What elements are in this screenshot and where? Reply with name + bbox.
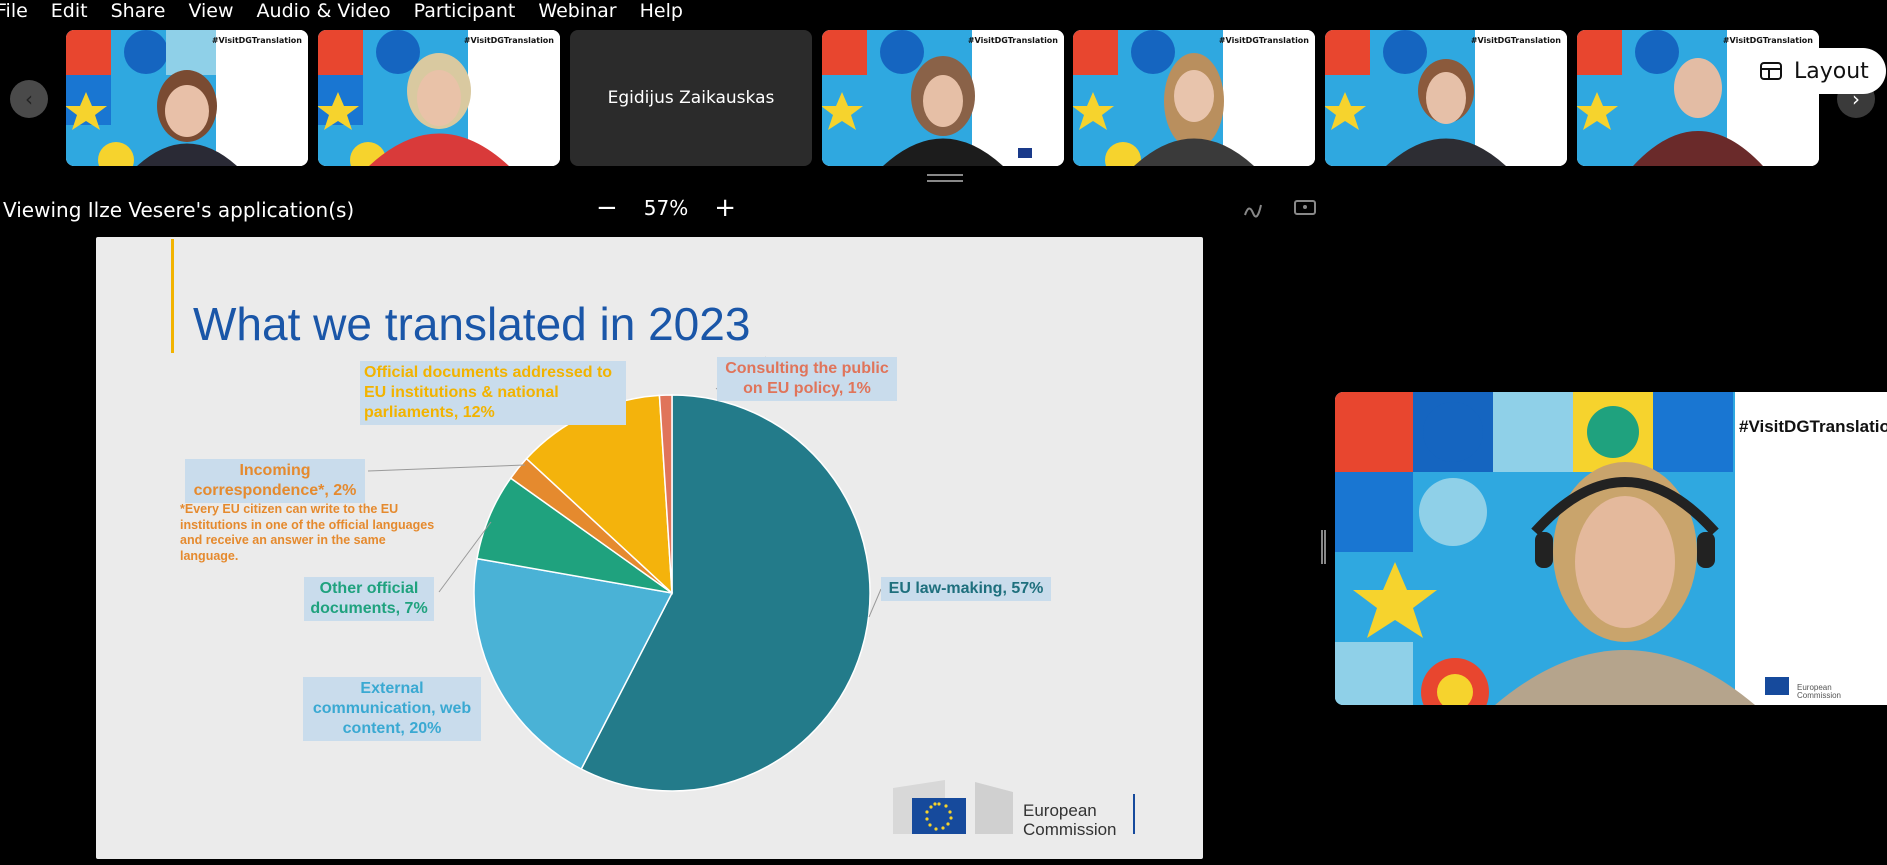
menu-edit[interactable]: Edit xyxy=(50,0,88,22)
participant-tile[interactable]: #VisitDGTranslation xyxy=(1325,30,1567,166)
participant-tile[interactable]: #VisitDGTranslation xyxy=(66,30,308,166)
viewing-status: Viewing Ilze Vesere's application(s) xyxy=(3,198,355,222)
slide-title: What we translated in 2023 xyxy=(193,298,751,350)
participant-tile[interactable]: #VisitDGTranslation xyxy=(1073,30,1315,166)
european-commission-logo: 10 xyxy=(893,780,1135,835)
ec-logo-text-line1: European xyxy=(1023,801,1097,820)
participant-tile[interactable]: #VisitDGTranslation xyxy=(318,30,560,166)
zoom-in-button[interactable]: + xyxy=(714,193,737,223)
participant-video-icon xyxy=(369,53,509,166)
zoom-level: 57% xyxy=(643,196,689,220)
pie-chart xyxy=(367,356,882,792)
remote-control-icon[interactable] xyxy=(1293,198,1317,220)
title-accent-bar xyxy=(171,239,174,353)
speaker-logo-text-line2: Commission xyxy=(1797,691,1841,700)
tile-tag: #VisitDGTranslation xyxy=(1470,36,1561,45)
layout-label: Layout xyxy=(1794,58,1869,84)
pie-slice-eu-law-making xyxy=(580,394,871,792)
participant-video-icon xyxy=(137,70,237,166)
menu-share[interactable]: Share xyxy=(110,0,166,22)
annotate-icon[interactable] xyxy=(1242,198,1266,220)
label-eu-law-making: EU law-making, 57% xyxy=(881,577,1051,601)
layout-button[interactable]: Layout xyxy=(1746,48,1886,94)
zoom-out-button[interactable]: − xyxy=(596,193,618,223)
tile-tag: #VisitDGTranslation xyxy=(1722,36,1813,45)
label-other-official-documents: Other official documents, 7% xyxy=(304,577,434,621)
participant-video-icon xyxy=(1386,59,1506,166)
leader-line xyxy=(367,464,526,472)
background-pattern xyxy=(66,30,308,166)
leader-line xyxy=(868,588,882,618)
menu-help[interactable]: Help xyxy=(639,0,683,22)
menu-view[interactable]: View xyxy=(188,0,234,22)
label-external-communication: External communication, web content, 20% xyxy=(303,677,481,741)
speaker-video-icon: European Commission #VisitDGTranslation xyxy=(1335,392,1887,705)
filmstrip-resize-handle[interactable] xyxy=(927,174,963,182)
layout-icon xyxy=(1760,62,1782,80)
participant-tile-name-only[interactable]: Egidijus Zaikauskas xyxy=(570,30,812,166)
pie-slice-external-communication-web-content xyxy=(473,557,674,770)
participant-video-icon xyxy=(1134,53,1254,166)
filmstrip-prev-button[interactable]: ‹ xyxy=(10,80,48,118)
menu-webinar[interactable]: Webinar xyxy=(538,0,617,22)
background-pattern xyxy=(822,30,1064,166)
label-official-documents: Official documents addressed to EU insti… xyxy=(360,361,626,425)
label-incoming-correspondence: Incoming correspondence*, 2% xyxy=(185,459,365,503)
split-resize-handle[interactable] xyxy=(1321,530,1326,564)
pie-slice-consulting-the-public-on-eu-policy xyxy=(658,394,673,594)
tile-tag: #VisitDGTranslation xyxy=(1218,36,1309,45)
footnote: *Every EU citizen can write to the EU in… xyxy=(180,502,435,563)
ec-logo-text: European Commission xyxy=(1023,801,1117,839)
speaker-tag: #VisitDGTranslation xyxy=(1739,417,1887,436)
speaker-logo-text-line1: European xyxy=(1797,683,1832,692)
participant-name: Egidijus Zaikauskas xyxy=(607,88,775,108)
background-pattern xyxy=(318,30,560,166)
label-consulting-public: Consulting the public on EU policy, 1% xyxy=(717,357,897,401)
participant-video-icon xyxy=(883,56,1003,166)
shared-slide: What we translated in 2023 Official docu… xyxy=(96,237,1203,859)
menu-participant[interactable]: Participant xyxy=(413,0,516,22)
zoom-controls: − 57% + xyxy=(596,193,737,223)
participant-filmstrip: ‹ #VisitDGTranslation xyxy=(0,30,1887,168)
menu-audio-video[interactable]: Audio & Video xyxy=(256,0,391,22)
participant-tile[interactable]: #VisitDGTranslation xyxy=(822,30,1064,166)
leader-line xyxy=(438,521,492,593)
ec-logo-text-line2: Commission xyxy=(1023,820,1117,839)
tile-tag: #VisitDGTranslation xyxy=(967,36,1058,45)
tile-tag: #VisitDGTranslation xyxy=(463,36,554,45)
menu-bar: File Edit Share View Audio & Video Parti… xyxy=(0,0,706,22)
active-speaker-video[interactable]: European Commission #VisitDGTranslation xyxy=(1335,392,1887,705)
menu-file[interactable]: File xyxy=(0,0,28,22)
chevron-left-icon: ‹ xyxy=(25,87,33,111)
chevron-right-icon: › xyxy=(1852,87,1860,111)
tile-tag: #VisitDGTranslation xyxy=(211,36,302,45)
participant-video-icon xyxy=(1633,58,1763,166)
